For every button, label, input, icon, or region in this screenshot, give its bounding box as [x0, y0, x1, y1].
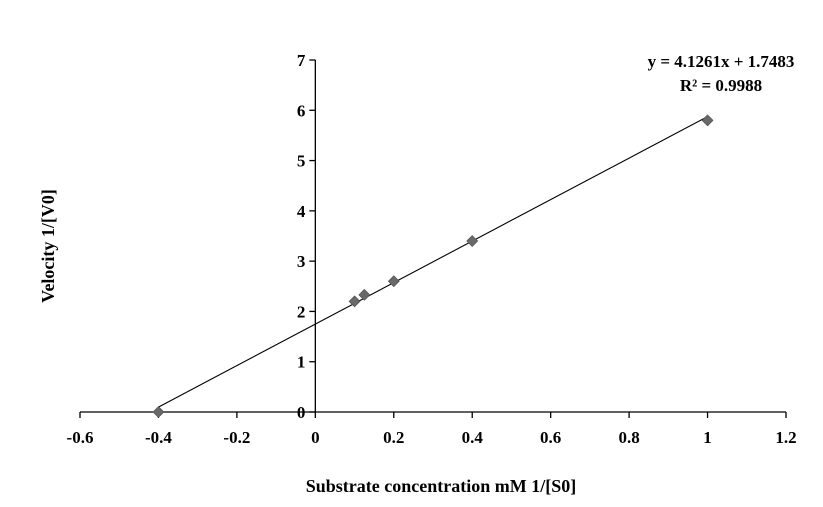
- x-tick-label: 0.2: [383, 428, 404, 447]
- x-tick-label: -0.2: [223, 428, 250, 447]
- data-points-group: [152, 114, 714, 418]
- data-point: [358, 288, 371, 301]
- x-tick-label: 1: [703, 428, 712, 447]
- y-tick-label: 1: [297, 353, 306, 372]
- data-point: [152, 406, 165, 418]
- x-tick-label: -0.4: [145, 428, 172, 447]
- y-tick-label: 6: [297, 101, 306, 120]
- x-tick-label: 1.2: [775, 428, 796, 447]
- data-point: [466, 235, 479, 247]
- x-tick-label: 0.6: [540, 428, 561, 447]
- x-tick-label: 0.4: [462, 428, 484, 447]
- y-tick-label: 4: [297, 202, 306, 221]
- y-tick-label: 5: [297, 152, 306, 171]
- data-point: [701, 114, 714, 127]
- data-point: [348, 295, 361, 308]
- x-tick-label: 0.8: [618, 428, 639, 447]
- y-tick-label: 2: [297, 302, 306, 321]
- trendline-group: [158, 116, 708, 408]
- y-tick-label: 7: [297, 51, 306, 70]
- x-tick-label: -0.6: [67, 428, 94, 447]
- x-axis-title: Substrate concentration mM 1/[S0]: [306, 476, 576, 496]
- x-tick-label: 0: [311, 428, 320, 447]
- trendline: [158, 116, 708, 408]
- y-tick-label: 0: [297, 403, 306, 422]
- axes-group: [80, 60, 786, 413]
- y-tick-label: 3: [297, 252, 306, 271]
- ticks-group: -0.6 -0.4 -0.2 0 0.2 0.4 0.6 0.8 1 1.2 0 1 2 3 4 5 6 7: [67, 51, 797, 447]
- data-point: [387, 275, 400, 288]
- trendline-equation: y = 4.1261x + 1.7483: [648, 52, 795, 71]
- trendline-r-squared: R² = 0.9988: [680, 76, 762, 95]
- y-axis-title: Velocity 1/[V0]: [38, 189, 58, 303]
